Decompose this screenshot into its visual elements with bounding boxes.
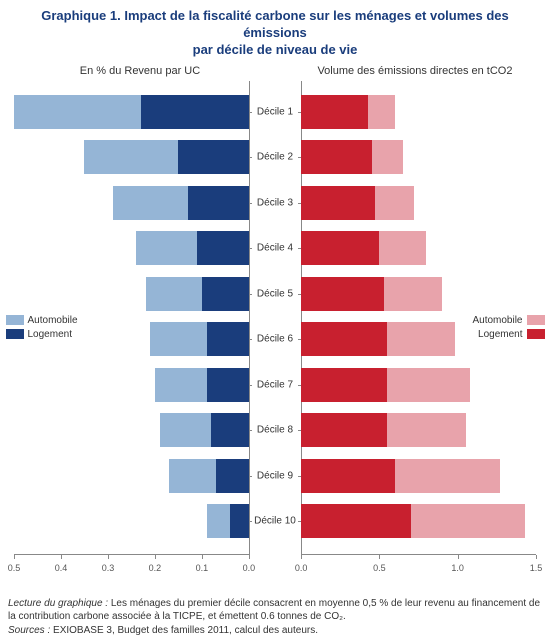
legend-swatch [527, 329, 545, 339]
left-bar-logement [207, 322, 249, 356]
left-bar-automobile [146, 277, 202, 311]
legend-right: Automobile Logement [472, 312, 544, 343]
legend-label: Automobile [472, 315, 522, 326]
right-bar-logement [301, 459, 395, 493]
right-bar-logement [301, 322, 387, 356]
chart-title: Graphique 1. Impact de la fiscalité carb… [0, 0, 550, 61]
right-bar-automobile [375, 186, 414, 220]
decile-row: Décile 5 [14, 272, 536, 316]
left-bar-logement [202, 277, 249, 311]
right-bar-automobile [368, 95, 395, 129]
decile-row: Décile 1 [14, 90, 536, 134]
left-bar-automobile [207, 504, 230, 538]
left-bar-logement [197, 231, 249, 265]
decile-row: Décile 9 [14, 454, 536, 498]
right-bar-logement [301, 140, 371, 174]
right-xtick-label: 0.0 [295, 563, 308, 573]
left-bar-logement [230, 504, 249, 538]
chart-area: 0.50.40.30.20.10.00.00.51.01.5Décile 1Dé… [0, 81, 550, 583]
right-subtitle: Volume des émissions directes en tCO2 [280, 65, 550, 77]
left-bar-automobile [169, 459, 216, 493]
decile-row: Décile 2 [14, 136, 536, 180]
right-bar-automobile [379, 231, 426, 265]
right-xtick-label: 1.0 [451, 563, 464, 573]
right-bar-automobile [372, 140, 403, 174]
legend-label: Automobile [28, 315, 78, 326]
legend-left: Automobile Logement [6, 312, 78, 343]
decile-label: Décile 3 [14, 197, 536, 208]
left-bar-automobile [155, 368, 207, 402]
left-xtick-label: 0.0 [243, 563, 256, 573]
left-xtick-label: 0.4 [55, 563, 68, 573]
right-bar-logement [301, 413, 387, 447]
left-bar-logement [141, 95, 249, 129]
left-bar-automobile [84, 140, 178, 174]
decile-row: Décile 4 [14, 227, 536, 271]
right-bar-automobile [411, 504, 525, 538]
sources-label: Sources : [8, 625, 50, 636]
left-bar-automobile [14, 95, 141, 129]
legend-item: Automobile [472, 315, 544, 326]
left-xtick-label: 0.1 [196, 563, 209, 573]
legend-swatch [527, 315, 545, 325]
right-bar-logement [301, 231, 379, 265]
left-bar-logement [216, 459, 249, 493]
subtitles: En % du Revenu par UC Volume des émissio… [0, 61, 550, 81]
legend-swatch [6, 315, 24, 325]
right-bar-automobile [395, 459, 500, 493]
left-bar-automobile [136, 231, 197, 265]
right-bar-logement [301, 368, 387, 402]
decile-row: Décile 8 [14, 409, 536, 453]
right-bar-automobile [387, 322, 454, 356]
decile-row: Décile 10 [14, 500, 536, 544]
left-bar-automobile [113, 186, 188, 220]
legend-swatch [6, 329, 24, 339]
right-x-axis [301, 554, 536, 555]
right-bar-logement [301, 277, 384, 311]
legend-item: Logement [6, 329, 78, 340]
left-bar-logement [207, 368, 249, 402]
left-bar-automobile [160, 413, 212, 447]
right-xtick-label: 0.5 [373, 563, 386, 573]
left-xtick-label: 0.2 [149, 563, 162, 573]
left-bar-logement [188, 186, 249, 220]
left-x-axis [14, 554, 249, 555]
left-subtitle: En % du Revenu par UC [0, 65, 280, 77]
left-xtick-label: 0.5 [8, 563, 21, 573]
decile-row: Décile 7 [14, 363, 536, 407]
left-bar-automobile [150, 322, 206, 356]
right-xtick-label: 1.5 [530, 563, 543, 573]
right-bar-automobile [387, 368, 470, 402]
legend-label: Logement [478, 329, 522, 340]
decile-row: Décile 6 [14, 318, 536, 362]
decile-label: Décile 4 [14, 243, 536, 254]
right-bar-logement [301, 504, 411, 538]
left-xtick-label: 0.3 [102, 563, 115, 573]
legend-item: Automobile [6, 315, 78, 326]
decile-label: Décile 5 [14, 288, 536, 299]
left-bar-logement [211, 413, 249, 447]
legend-item: Logement [472, 329, 544, 340]
right-bar-logement [301, 186, 375, 220]
lecture-label: Lecture du graphique : [8, 598, 108, 609]
decile-label: Décile 6 [14, 334, 536, 345]
chart-footer: Lecture du graphique : Les ménages du pr… [8, 597, 542, 638]
legend-label: Logement [28, 329, 72, 340]
right-bar-logement [301, 95, 368, 129]
right-bar-automobile [384, 277, 442, 311]
decile-row: Décile 3 [14, 181, 536, 225]
sources-text: EXIOBASE 3, Budget des familles 2011, ca… [53, 625, 318, 636]
right-bar-automobile [387, 413, 465, 447]
left-bar-logement [178, 140, 248, 174]
